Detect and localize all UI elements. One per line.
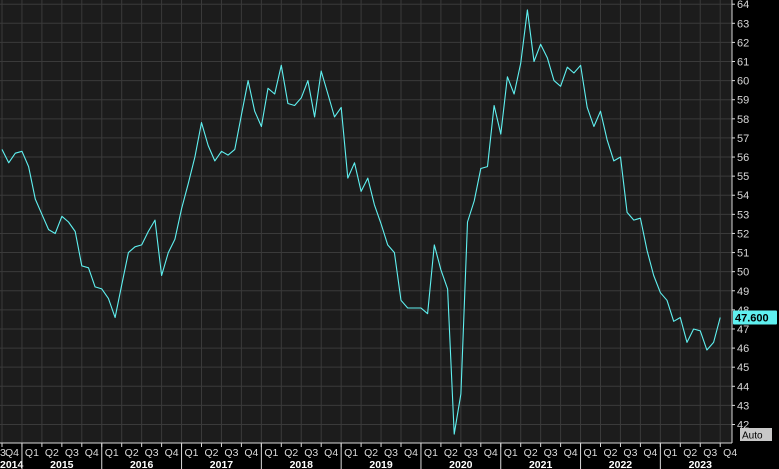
x-year-label: 2019 <box>369 459 393 469</box>
x-quarter-label: Q1 <box>185 447 199 459</box>
auto-button-box[interactable] <box>740 428 772 441</box>
y-tick-label: 50 <box>737 267 749 279</box>
x-quarter-label: Q4 <box>244 447 258 459</box>
x-quarter-label: Q3 <box>145 447 159 459</box>
x-quarter-label: Q2 <box>603 447 617 459</box>
y-tick-label: 58 <box>737 114 749 126</box>
y-tick-label: 47 <box>737 324 749 336</box>
x-quarter-label: Q3 <box>65 447 79 459</box>
x-quarter-label: Q1 <box>424 447 438 459</box>
y-tick-label: 43 <box>737 400 749 412</box>
x-quarter-label: Q3 <box>224 447 238 459</box>
x-quarter-label: Q4 <box>564 447 578 459</box>
x-quarter-label: Q3 <box>544 447 558 459</box>
y-tick-label: 62 <box>737 37 749 49</box>
x-quarter-label: Q3 <box>464 447 478 459</box>
x-axis: 3 Q4 Q1 Q2 Q3 Q4 Q1 Q2 Q3 Q4 Q1 Q2 Q3 Q4 Q1 Q2 Q3 Q4 Q1 Q2 Q… <box>0 442 737 469</box>
x-year-label: 2021 <box>529 459 553 469</box>
x-year-label: 2022 <box>609 459 633 469</box>
y-tick-label: 44 <box>737 381 749 393</box>
x-quarter-label: 3 <box>0 447 6 459</box>
y-axis: 4243444546474849505152535455565758596061… <box>731 0 749 443</box>
y-tick-label: 61 <box>737 57 749 69</box>
x-quarter-label: Q3 <box>703 447 717 459</box>
y-tick-label: 51 <box>737 248 749 260</box>
auto-scale-button[interactable]: Auto <box>740 428 772 442</box>
y-tick-label: 64 <box>737 0 749 11</box>
y-tick-label: 56 <box>737 152 749 164</box>
x-quarter-label: Q4 <box>165 447 179 459</box>
y-tick-label: 53 <box>737 209 749 221</box>
x-year-label: 2015 <box>50 459 74 469</box>
x-quarter-label: Q4 <box>85 447 99 459</box>
x-quarter-label: Q2 <box>204 447 218 459</box>
x-quarter-label: Q1 <box>663 447 677 459</box>
plot-area <box>0 0 732 443</box>
y-tick-label: 45 <box>737 362 749 374</box>
x-quarter-label: Q1 <box>105 447 119 459</box>
x-year-label: 2018 <box>290 459 314 469</box>
last-value-marker: 47.600 <box>733 310 777 325</box>
x-quarter-label: Q4 <box>324 447 338 459</box>
y-tick-label: 57 <box>737 133 749 145</box>
last-value-box <box>733 310 777 325</box>
horizontal-gridlines <box>0 3 732 425</box>
y-tick-label: 49 <box>737 286 749 298</box>
x-year-label: 2014 <box>0 459 24 469</box>
y-tick-label: 46 <box>737 343 749 355</box>
vertical-gridlines <box>1 0 721 443</box>
x-quarter-label: Q3 <box>384 447 398 459</box>
series-line <box>1 9 721 435</box>
y-tick-label: 54 <box>737 190 749 202</box>
x-quarter-label: Q1 <box>25 447 39 459</box>
last-value-label: 47.600 <box>735 313 769 325</box>
x-quarter-label: Q4 <box>404 447 418 459</box>
x-quarter-label: Q4 <box>5 447 19 459</box>
x-quarter-label: Q2 <box>284 447 298 459</box>
series-layer <box>1 9 721 435</box>
x-quarter-label: Q3 <box>623 447 637 459</box>
x-quarter-label: Q2 <box>524 447 538 459</box>
y-tick-label: 63 <box>737 18 749 30</box>
x-quarter-label: Q2 <box>45 447 59 459</box>
x-quarter-label: Q2 <box>125 447 139 459</box>
x-quarter-label: Q2 <box>683 447 697 459</box>
x-quarter-label: Q2 <box>364 447 378 459</box>
x-quarter-label: Q4 <box>643 447 657 459</box>
x-quarter-label: Q1 <box>344 447 358 459</box>
y-tick-label: 60 <box>737 76 749 88</box>
x-year-label: 2020 <box>449 459 473 469</box>
x-quarter-label: Q1 <box>264 447 278 459</box>
x-quarter-label: Q3 <box>304 447 318 459</box>
x-year-label: 2017 <box>210 459 234 469</box>
y-tick-label: 52 <box>737 228 749 240</box>
x-quarter-label: Q4 <box>484 447 498 459</box>
auto-button-label[interactable]: Auto <box>742 431 763 442</box>
y-tick-label: 55 <box>737 171 749 183</box>
x-quarter-label: Q1 <box>584 447 598 459</box>
x-year-label: 2023 <box>689 459 713 469</box>
y-tick-label: 59 <box>737 95 749 107</box>
x-year-label: 2016 <box>130 459 154 469</box>
x-quarter-label: Q2 <box>444 447 458 459</box>
x-quarter-label: Q1 <box>504 447 518 459</box>
x-quarter-label: Q4 <box>723 447 737 459</box>
